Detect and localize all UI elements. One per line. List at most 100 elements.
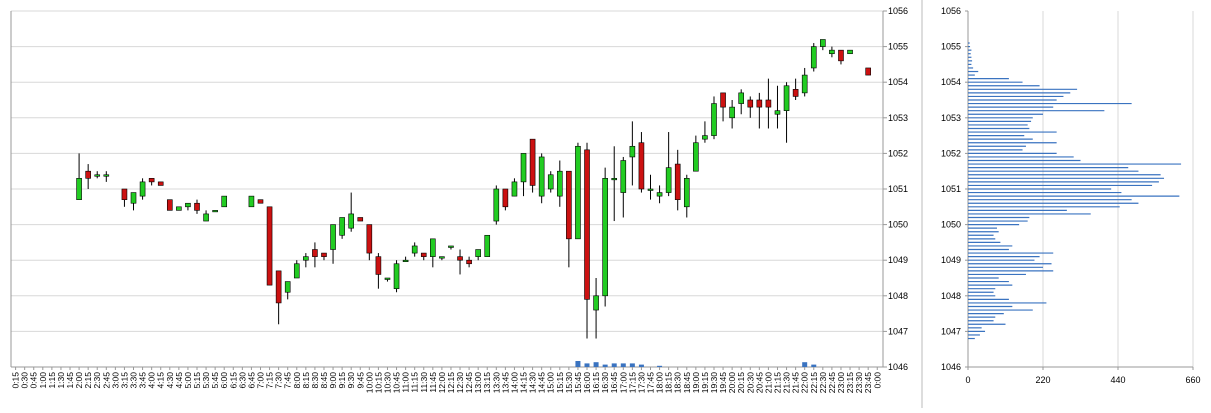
- x-tick-label: 5:00: [183, 372, 193, 389]
- x-tick-label: 660: [1185, 375, 1200, 385]
- candle-body: [303, 256, 309, 261]
- candle: [738, 89, 745, 115]
- x-tick-label: 15:45: [573, 372, 583, 394]
- candle-body: [148, 178, 155, 183]
- candle: [547, 171, 554, 193]
- candle: [847, 49, 853, 55]
- x-tick-label: 8:15: [301, 372, 311, 389]
- candle: [865, 67, 871, 76]
- x-tick-label: 10:45: [392, 372, 402, 394]
- candle: [94, 171, 101, 179]
- candle: [185, 202, 191, 211]
- x-tick-label: 14:45: [537, 372, 547, 394]
- candle-body: [357, 217, 364, 222]
- x-tick-label: 11:00: [401, 372, 411, 393]
- x-tick-label: 15:15: [555, 372, 565, 394]
- candle-body: [176, 206, 182, 211]
- y-tick-label: 1054: [888, 77, 908, 87]
- candle-body: [575, 145, 581, 240]
- candle: [384, 277, 391, 282]
- x-tick-label: 20:15: [736, 372, 746, 394]
- x-tick-label: 7:30: [274, 372, 284, 389]
- candle: [820, 39, 826, 51]
- candle: [339, 217, 345, 239]
- x-tick-label: 5:45: [210, 372, 220, 389]
- candle: [439, 256, 445, 261]
- candle-body: [157, 181, 164, 186]
- candle-body: [847, 49, 853, 55]
- candle-body: [656, 192, 663, 197]
- x-tick-label: 14:00: [509, 372, 519, 394]
- x-tick-label: 220: [1035, 375, 1050, 385]
- candle-body: [266, 206, 273, 286]
- candle: [792, 78, 799, 100]
- candle-body: [212, 210, 218, 213]
- x-tick-label: 6:15: [228, 372, 238, 389]
- x-tick-label: 13:30: [491, 372, 501, 394]
- x-tick-label: 21:15: [772, 372, 782, 394]
- candle: [121, 188, 128, 207]
- x-tick-label: 17:15: [627, 372, 637, 394]
- candle: [366, 224, 373, 261]
- candle-body: [384, 277, 391, 280]
- x-tick-label: 6:00: [219, 372, 229, 389]
- x-tick-label: 7:45: [283, 372, 293, 389]
- x-tick-label: 15:00: [546, 372, 556, 394]
- candle-body: [683, 178, 690, 208]
- candle: [266, 206, 273, 286]
- volume-bar: [611, 363, 617, 367]
- x-tick-label: 0:15: [11, 372, 21, 389]
- y-tick-label: 1049: [888, 255, 908, 265]
- candle: [629, 121, 636, 186]
- x-tick-label: 16:00: [582, 372, 592, 394]
- candle-body: [411, 245, 418, 254]
- candle: [103, 171, 110, 182]
- x-tick-label: 7:00: [255, 372, 265, 389]
- candle: [665, 132, 672, 197]
- candle-body: [611, 178, 618, 181]
- candle-body: [629, 145, 636, 158]
- candle-body: [511, 181, 518, 197]
- candle-body: [448, 245, 454, 248]
- x-tick-label: 9:45: [355, 372, 365, 389]
- candle: [538, 153, 545, 204]
- candle-body: [593, 295, 599, 311]
- candle-body: [674, 163, 681, 200]
- candle-body: [348, 213, 354, 229]
- y-tick-label: 1046: [888, 362, 908, 372]
- x-tick-label: 5:15: [192, 372, 202, 389]
- candle-body: [121, 188, 128, 200]
- x-tick-label: 8:30: [310, 372, 320, 389]
- x-tick-label: 12:45: [464, 372, 474, 394]
- x-tick-label: 12:00: [437, 372, 447, 394]
- candle-body: [166, 199, 173, 211]
- y-tick-label: 1055: [941, 42, 961, 52]
- candle-body: [366, 224, 373, 254]
- candle-body: [339, 217, 345, 236]
- x-tick-label: 23:15: [845, 372, 855, 394]
- candle-body: [638, 142, 645, 190]
- x-tick-label: 21:00: [763, 372, 773, 394]
- candle: [402, 256, 409, 263]
- candle: [284, 281, 291, 300]
- candle-body: [792, 89, 799, 97]
- candle-body: [520, 153, 527, 183]
- x-tick-label: 20:45: [754, 372, 764, 394]
- candle: [448, 245, 454, 250]
- candle: [157, 181, 164, 186]
- x-tick-label: 22:30: [818, 372, 828, 394]
- candle: [801, 67, 808, 97]
- candle-body: [665, 167, 672, 193]
- x-tick-label: 4:30: [165, 372, 175, 389]
- candle-body: [76, 178, 82, 200]
- candle-body: [693, 142, 699, 172]
- x-tick-label: 10:15: [373, 372, 383, 394]
- x-tick-label: 17:30: [636, 372, 646, 394]
- candle-body: [94, 174, 101, 177]
- y-tick-label: 1055: [888, 42, 908, 52]
- x-tick-label: 22:00: [800, 372, 810, 394]
- candle: [810, 43, 817, 72]
- x-tick-label: 3:00: [110, 372, 120, 389]
- x-tick-label: 2:30: [92, 372, 102, 389]
- x-tick-label: 18:15: [664, 372, 674, 394]
